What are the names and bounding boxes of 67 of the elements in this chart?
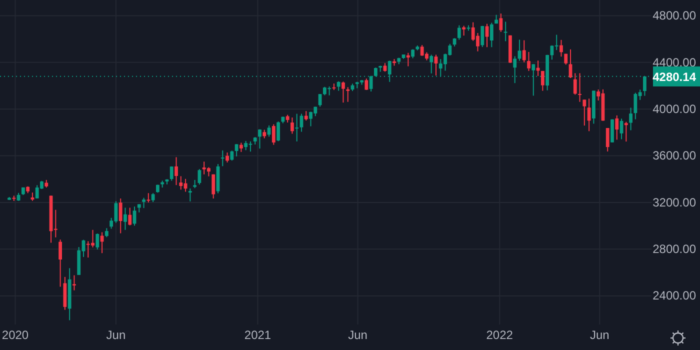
candlestick — [522, 40, 526, 63]
candlestick — [226, 152, 229, 163]
y-tick-label: 4400.00 — [652, 55, 696, 70]
candlestick — [527, 51, 530, 72]
candlestick — [290, 117, 294, 134]
candlestick — [174, 156, 178, 186]
candlestick — [568, 48, 572, 78]
candlestick — [624, 121, 628, 142]
candlestick — [212, 174, 216, 199]
candlestick — [198, 168, 202, 185]
y-tick-label: 4800.00 — [652, 8, 696, 23]
candlestick — [272, 124, 276, 146]
y-tick-label: 2800.00 — [652, 242, 696, 256]
y-tick-label: 3600.00 — [652, 148, 696, 163]
candlestick — [610, 118, 614, 143]
candlestick — [342, 81, 345, 104]
candlestick — [336, 80, 340, 92]
y-tick-label: 3200.00 — [652, 195, 696, 210]
x-tick-label: 2021 — [244, 328, 272, 342]
candlestick — [629, 107, 632, 131]
candlestick — [499, 13, 503, 32]
candlestick — [118, 198, 122, 234]
candlestick — [124, 207, 127, 230]
candlestick — [128, 207, 132, 226]
candlestick — [142, 197, 146, 209]
candlestick — [560, 39, 563, 58]
candlestick — [304, 110, 308, 122]
candlestick — [364, 78, 368, 90]
candlestick — [72, 274, 76, 291]
candlestick — [234, 144, 238, 157]
y-tick-label: 2400.00 — [652, 288, 696, 303]
candlestick — [457, 24, 461, 40]
candlestick — [179, 176, 183, 190]
candlestick — [346, 86, 350, 102]
candlestick — [587, 98, 591, 132]
candlestick — [540, 70, 544, 92]
x-tick-label: Jun — [106, 328, 126, 342]
x-tick-label: Jun — [348, 328, 368, 342]
candlestick — [606, 128, 610, 152]
candlestick — [276, 120, 280, 142]
candlestick — [230, 150, 234, 162]
candlestick — [258, 128, 262, 150]
candlestick — [490, 22, 494, 48]
candlestick — [582, 99, 586, 126]
candlestick — [188, 188, 192, 202]
candlestick — [63, 276, 67, 310]
candlestick — [244, 140, 248, 151]
candlestick — [220, 150, 224, 167]
x-tick-label: 2022 — [486, 328, 514, 342]
candlestick — [578, 72, 582, 102]
candlestick — [504, 21, 508, 42]
x-tick-label: 2020 — [2, 328, 29, 342]
candlestick — [170, 166, 174, 182]
candlestick — [58, 239, 62, 288]
candlestick — [146, 192, 150, 203]
candlestick — [615, 114, 619, 140]
candlestick — [462, 25, 466, 36]
candlestick — [573, 72, 577, 96]
candlestick — [406, 52, 410, 67]
candlestick — [430, 54, 434, 74]
candlestick — [96, 233, 100, 250]
y-tick-label: 4000.00 — [652, 102, 696, 116]
candlestick — [239, 142, 243, 152]
candlestick — [295, 113, 299, 142]
ref-line-label: 4280.14 — [652, 70, 696, 84]
candlestick — [480, 25, 484, 48]
x-tick-label: Jun — [590, 328, 610, 342]
